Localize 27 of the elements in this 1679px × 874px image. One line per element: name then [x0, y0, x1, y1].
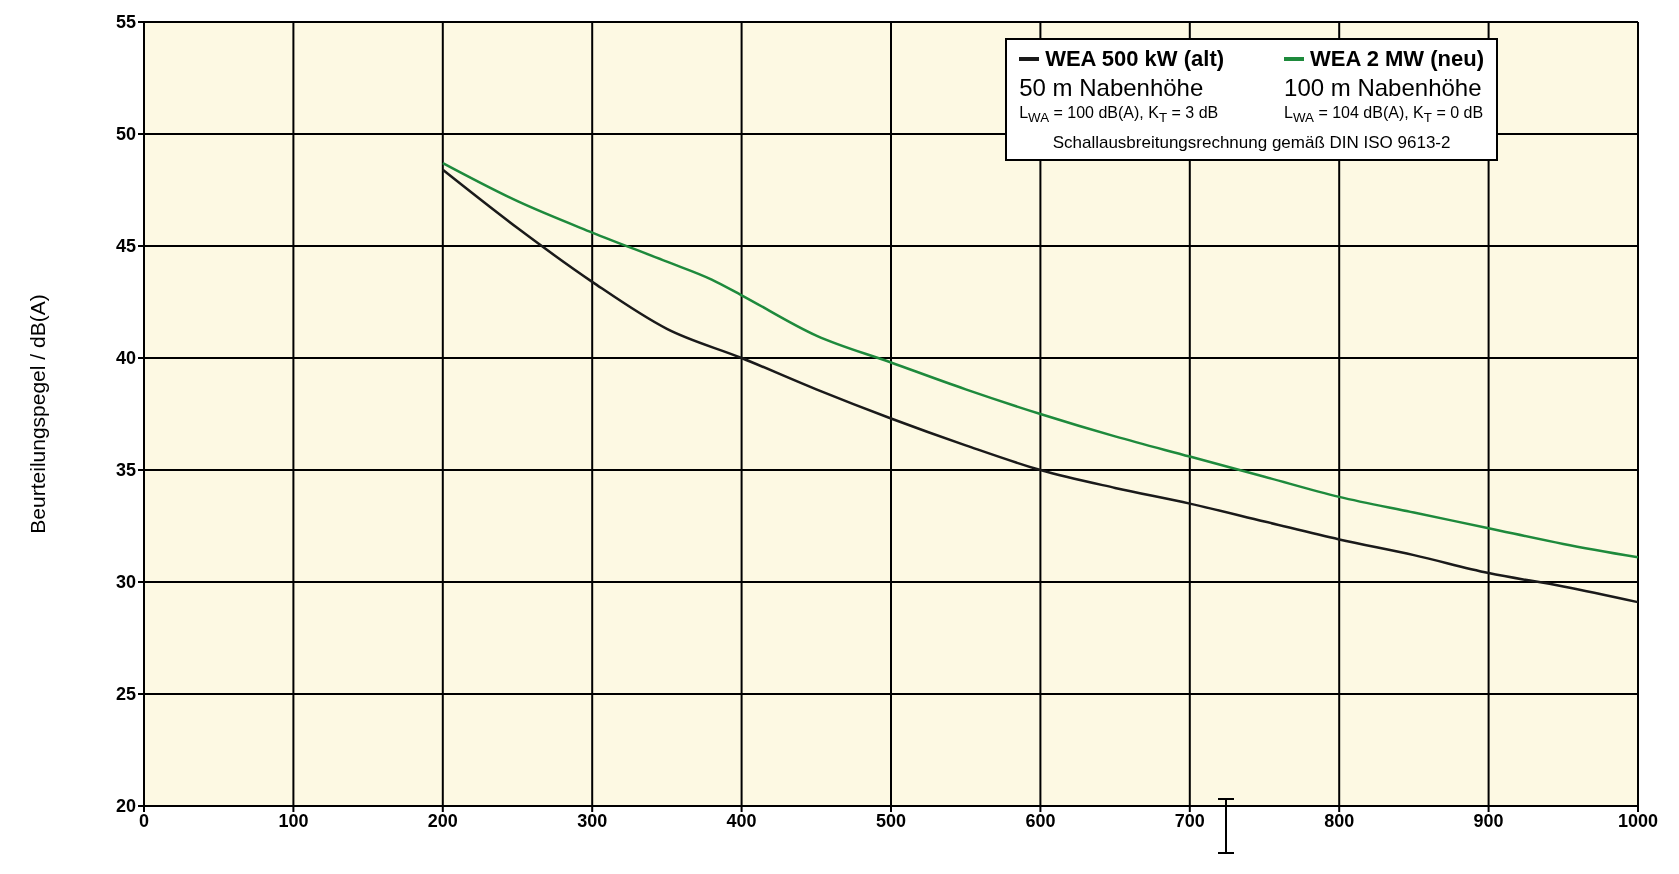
- y-tick-label: 25: [115, 684, 136, 705]
- y-tick-label: 20: [115, 796, 136, 817]
- annotation: Schallausbreitungsrechnung gemäß DIN ISO 9613-2: [1051, 133, 1452, 154]
- y-tick-label: 45: [115, 236, 136, 257]
- legend-label: WEA 2 MW (neu): [1310, 46, 1484, 72]
- legend-label: WEA 500 kW (alt): [1045, 46, 1225, 72]
- x-tick-label: 400: [726, 810, 757, 831]
- y-tick-label: 55: [115, 12, 136, 33]
- x-tick-label: 600: [1025, 810, 1056, 831]
- annotation: 100 m Nabenhöhe: [1284, 74, 1483, 102]
- y-tick-label: 50: [115, 124, 136, 145]
- x-tick-label: 300: [577, 810, 608, 831]
- y-tick-label: 30: [115, 572, 136, 593]
- x-tick-label: 900: [1473, 810, 1504, 831]
- y-axis-title: Beurteilungspegel / dB(A): [26, 294, 50, 534]
- x-tick-label: 200: [427, 810, 458, 831]
- x-tick-label: 100: [278, 810, 309, 831]
- annotation: L$_{WA}$ = 104 dB(A), K$_{T}$ = 0 dB: [1284, 104, 1484, 126]
- x-tick-label: 0: [138, 810, 150, 831]
- x-tick-label: 500: [875, 810, 907, 831]
- x-tick-label: 1000: [1617, 810, 1659, 831]
- x-tick-label: 800: [1324, 810, 1355, 831]
- annotation: 50 m Nabenhöhe: [1019, 74, 1205, 102]
- y-tick-label: 35: [115, 460, 136, 481]
- x-tick-label: 700: [1174, 810, 1205, 831]
- y-tick-label: 40: [115, 348, 136, 369]
- annotation: L$_{WA}$ = 100 dB(A), K$_{T}$ = 3 dB: [1019, 104, 1220, 126]
